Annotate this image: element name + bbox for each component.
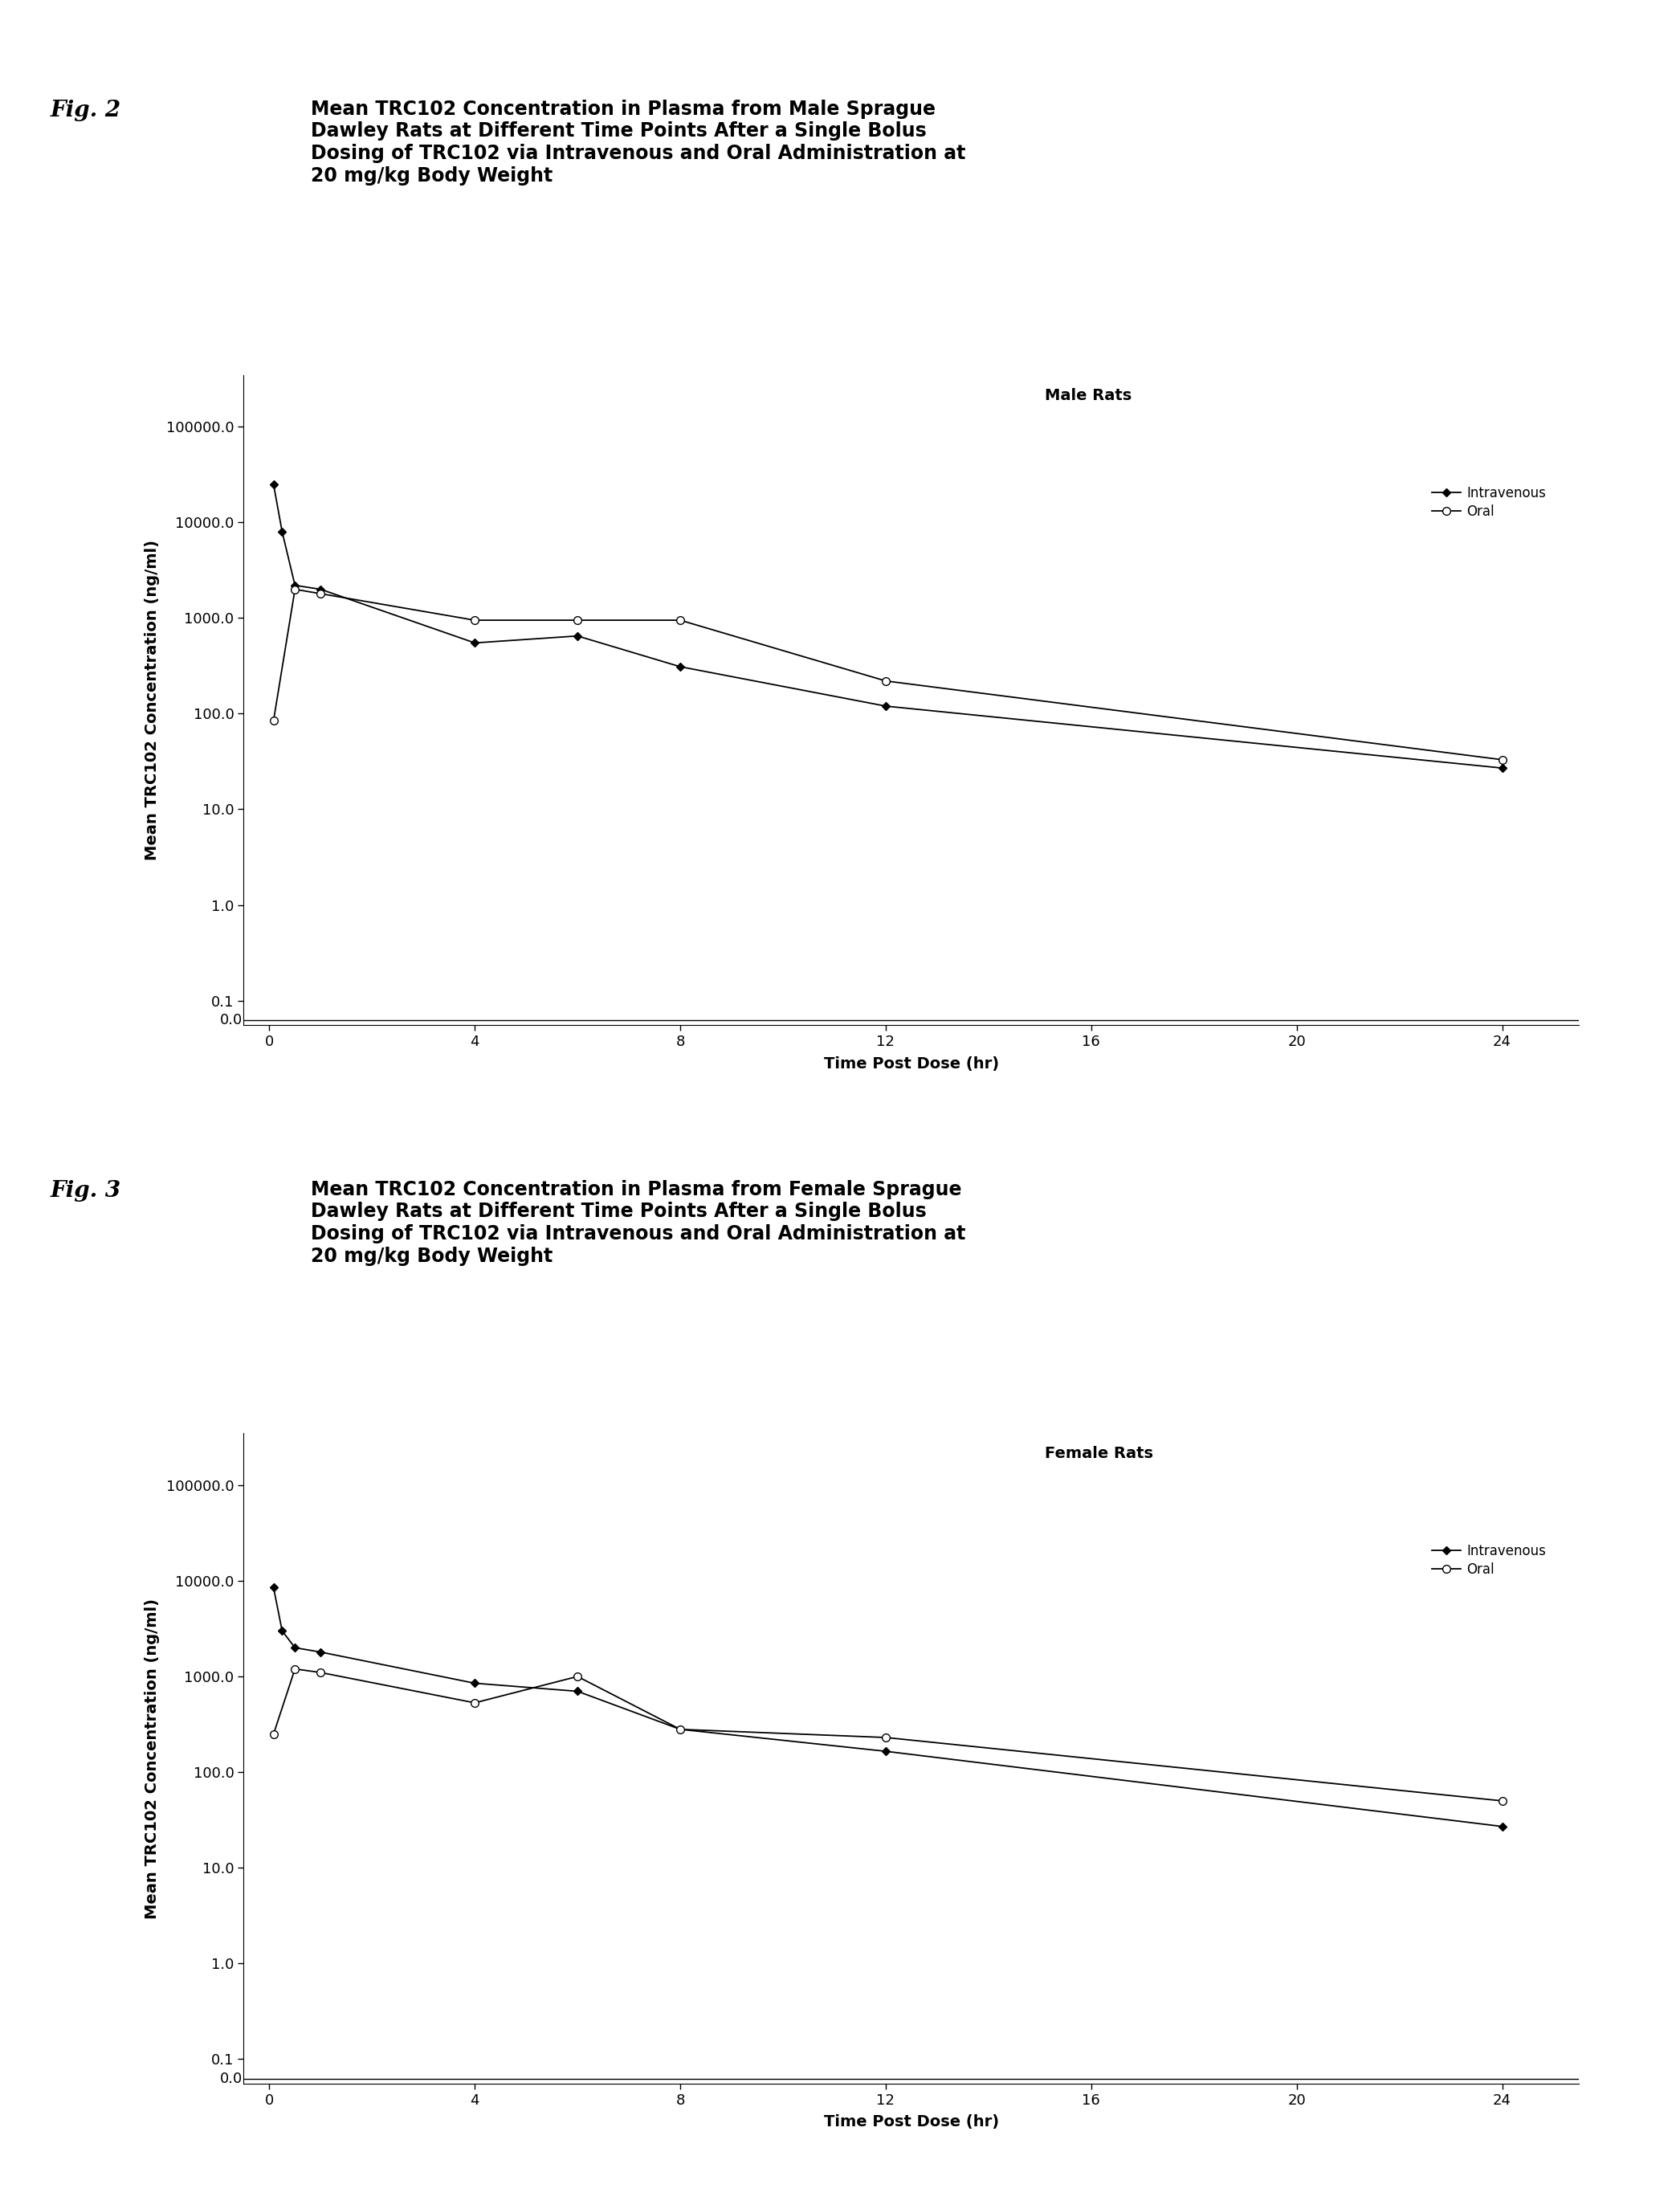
Oral [264,1720,284,1746]
Oral [286,1656,306,1682]
Oral [1492,1788,1512,1815]
Intravenous [568,1678,588,1704]
X-axis label: Time Post Dose (hr): Time Post Dose (hr) [823,2115,1000,2130]
Intravenous [272,518,292,545]
Text: Fig. 2: Fig. 2 [50,99,121,121]
Y-axis label: Mean TRC102 Concentration (ng/ml): Mean TRC102 Concentration (ng/ml) [144,1599,160,1918]
Oral [264,708,284,734]
Intravenous [272,1618,292,1645]
Oral [568,606,588,633]
Text: 0.0: 0.0 [220,2070,242,2086]
Text: Fig. 3: Fig. 3 [50,1180,121,1202]
Intravenous [568,622,588,648]
Intravenous [264,472,284,498]
Oral [465,1689,486,1715]
Intravenous [311,576,331,602]
Intravenous [311,1638,331,1665]
Text: Male Rats: Male Rats [1045,388,1132,404]
Intravenous [1492,1813,1512,1839]
Oral [1492,747,1512,774]
Oral [286,576,306,602]
Intravenous [1492,754,1512,781]
Intravenous [465,631,486,657]
Intravenous [670,1715,690,1742]
Oral [568,1663,588,1689]
Line: Intravenous: Intravenous [270,481,1505,772]
Intravenous [465,1669,486,1696]
Text: Mean TRC102 Concentration in Plasma from Male Sprague
Dawley Rats at Different T: Mean TRC102 Concentration in Plasma from… [311,99,966,185]
Oral [311,580,331,606]
Legend: Intravenous, Oral: Intravenous, Oral [1431,485,1546,518]
Oral [875,1724,895,1751]
Intravenous [286,571,306,598]
Text: 0.0: 0.0 [220,1012,242,1028]
Oral [670,606,690,633]
X-axis label: Time Post Dose (hr): Time Post Dose (hr) [823,1056,1000,1072]
Intravenous [875,1738,895,1764]
Legend: Intravenous, Oral: Intravenous, Oral [1431,1543,1546,1577]
Line: Oral: Oral [270,584,1505,763]
Y-axis label: Mean TRC102 Concentration (ng/ml): Mean TRC102 Concentration (ng/ml) [144,540,160,860]
Intravenous [875,692,895,719]
Oral [875,668,895,695]
Intravenous [670,653,690,679]
Intravenous [264,1574,284,1601]
Oral [465,606,486,633]
Oral [670,1715,690,1742]
Line: Oral: Oral [270,1665,1505,1804]
Text: Female Rats: Female Rats [1045,1446,1154,1462]
Intravenous [286,1634,306,1660]
Line: Intravenous: Intravenous [270,1585,1505,1830]
Oral [311,1660,331,1687]
Text: Mean TRC102 Concentration in Plasma from Female Sprague
Dawley Rats at Different: Mean TRC102 Concentration in Plasma from… [311,1180,966,1266]
